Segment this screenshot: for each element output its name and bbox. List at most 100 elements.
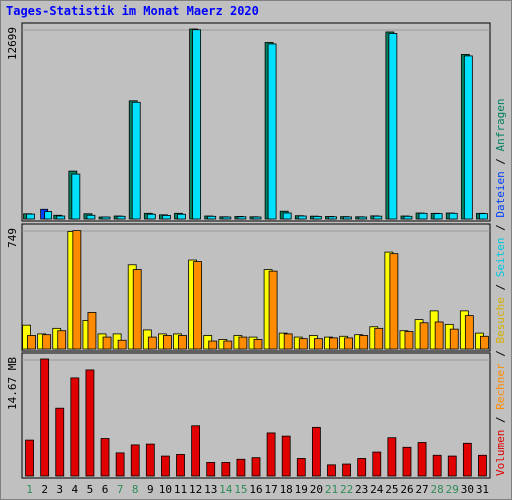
panel-top	[21, 22, 491, 222]
bar-seiten-10	[162, 215, 171, 220]
bar-seiten-3	[56, 215, 66, 220]
bar-rechner-2	[42, 334, 52, 350]
x-tick-17: 17	[264, 483, 277, 496]
bar-seiten-14	[222, 216, 232, 220]
bar-rechner-14	[223, 340, 233, 350]
bar-seiten-8	[131, 101, 141, 220]
bar-volumen-8	[130, 444, 140, 477]
bar-volumen-31	[478, 454, 487, 477]
legend-part-10: Anfragen	[494, 98, 507, 151]
bar-seiten-6	[101, 216, 111, 220]
bar-volumen-24	[372, 451, 382, 477]
x-tick-5: 5	[87, 483, 94, 496]
bar-volumen-2	[40, 358, 50, 477]
x-tick-18: 18	[280, 483, 293, 496]
bar-volumen-18	[281, 435, 291, 477]
x-tick-27: 27	[415, 483, 428, 496]
bar-volumen-23	[357, 458, 367, 477]
bar-seiten-26	[403, 215, 413, 220]
x-tick-4: 4	[72, 483, 79, 496]
bar-rechner-30	[464, 315, 474, 350]
legend-part-0: Volumen	[494, 430, 507, 476]
bar-seiten-15	[237, 216, 247, 220]
bar-rechner-26	[404, 331, 414, 350]
bar-rechner-15	[238, 336, 248, 350]
bar-volumen-20	[311, 426, 321, 477]
bar-seiten-23	[358, 216, 368, 220]
bar-seiten-25	[388, 33, 398, 220]
y-label-middle: 749	[6, 228, 19, 248]
bar-seiten-29	[448, 212, 458, 220]
bar-volumen-28	[432, 454, 442, 477]
bar-rechner-4	[72, 230, 82, 350]
bar-rechner-1	[27, 335, 36, 350]
x-tick-9: 9	[147, 483, 154, 496]
x-tick-10: 10	[159, 483, 172, 496]
bar-volumen-15	[236, 458, 246, 477]
bar-rechner-21	[329, 337, 338, 350]
x-tick-16: 16	[249, 483, 262, 496]
x-tick-1: 1	[26, 483, 33, 496]
x-tick-26: 26	[400, 483, 413, 496]
bar-rechner-17	[268, 270, 278, 350]
bar-rechner-18	[283, 333, 293, 350]
x-tick-13: 13	[204, 483, 217, 496]
legend-part-3: /	[494, 344, 507, 364]
x-tick-25: 25	[385, 483, 398, 496]
legend-part-9: /	[494, 151, 507, 171]
panels-group	[21, 22, 491, 479]
bar-seiten-13	[207, 215, 217, 220]
x-tick-8: 8	[132, 483, 139, 496]
bar-rechner-24	[374, 327, 384, 350]
x-tick-30: 30	[461, 483, 474, 496]
bar-rechner-6	[102, 336, 112, 350]
x-tick-2: 2	[41, 483, 48, 496]
bar-seiten-19	[297, 215, 307, 220]
x-labels-group: 1 2 3 4 5 6 7 8 9 10 11 12 13 14 15 16 17 18 19 20 21 22 23 24 2…	[26, 483, 489, 496]
bar-volumen-17	[266, 432, 276, 477]
bar-rechner-22	[344, 337, 353, 350]
legend-part-8: Dateien	[494, 171, 507, 217]
bar-volumen-12	[191, 425, 201, 477]
x-tick-21: 21	[325, 483, 338, 496]
bar-rechner-8	[132, 269, 142, 350]
panel-bottom	[21, 352, 491, 479]
bar-seiten-24	[373, 215, 383, 220]
bar-rechner-28	[434, 321, 444, 350]
x-tick-22: 22	[340, 483, 353, 496]
bar-volumen-9	[145, 443, 155, 477]
bar-volumen-21	[327, 464, 336, 477]
x-tick-12: 12	[189, 483, 202, 496]
bar-volumen-10	[161, 455, 170, 477]
y-label-top: 12699	[6, 27, 19, 60]
bar-volumen-29	[447, 455, 457, 477]
bar-rechner-10	[163, 335, 172, 350]
bar-seiten-22	[343, 216, 352, 220]
bar-seiten-27	[418, 212, 428, 220]
bar-volumen-5	[85, 369, 95, 477]
bar-seiten-9	[146, 213, 156, 220]
legend-part-7: /	[494, 218, 507, 238]
bar-rechner-3	[57, 330, 67, 350]
bar-rechner-16	[253, 339, 263, 350]
bar-volumen-13	[206, 462, 216, 477]
bar-volumen-3	[55, 407, 65, 477]
legend-text: Volumen / Rechner / Besuche / Seiten / D…	[494, 98, 507, 476]
bar-rechner-25	[389, 253, 399, 350]
legend-part-4: Besuche	[494, 297, 507, 343]
bar-rechner-13	[208, 340, 218, 350]
y-label-bottom: 14.67 MB	[6, 357, 19, 410]
bar-seiten-11	[177, 213, 186, 220]
x-tick-24: 24	[370, 483, 384, 496]
x-tick-29: 29	[446, 483, 459, 496]
x-tick-28: 28	[431, 483, 444, 496]
bar-rechner-19	[298, 338, 308, 350]
bar-seiten-2	[44, 211, 53, 220]
bar-volumen-11	[176, 454, 185, 477]
bar-volumen-7	[115, 452, 125, 477]
bar-volumen-6	[100, 438, 110, 477]
x-tick-19: 19	[295, 483, 308, 496]
bar-rechner-20	[313, 338, 323, 350]
